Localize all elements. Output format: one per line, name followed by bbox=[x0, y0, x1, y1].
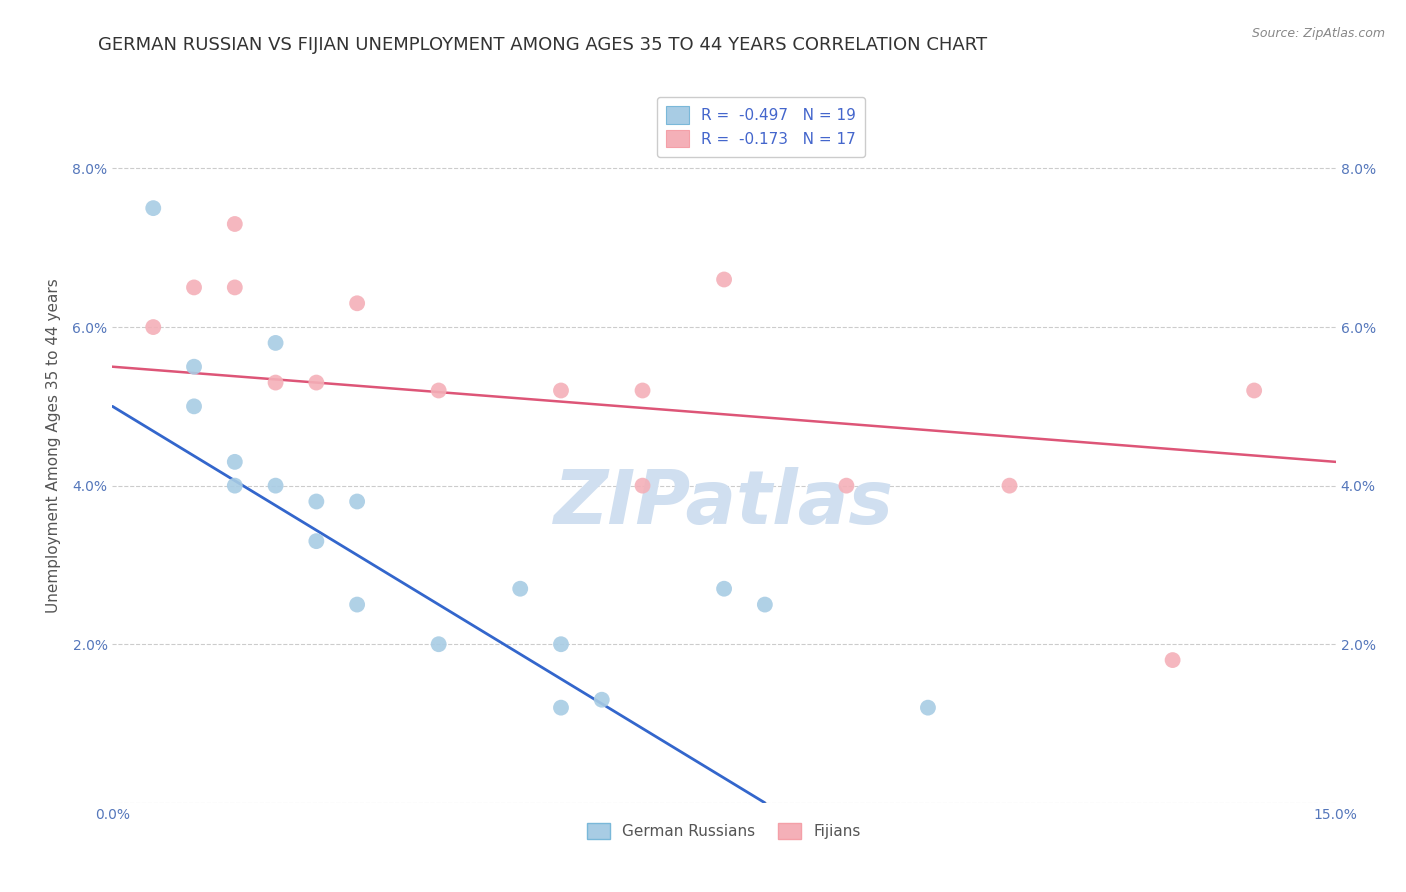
Legend: German Russians, Fijians: German Russians, Fijians bbox=[581, 817, 868, 845]
Point bbox=[183, 280, 205, 294]
Point bbox=[509, 582, 531, 596]
Point bbox=[591, 692, 613, 706]
Point bbox=[427, 637, 450, 651]
Point bbox=[427, 384, 450, 398]
Point bbox=[550, 700, 572, 714]
Text: ZIPatlas: ZIPatlas bbox=[554, 467, 894, 540]
Point bbox=[754, 598, 776, 612]
Point bbox=[835, 478, 858, 492]
Point bbox=[142, 201, 165, 215]
Point bbox=[224, 280, 246, 294]
Point bbox=[713, 272, 735, 286]
Point bbox=[142, 320, 165, 334]
Point bbox=[631, 384, 654, 398]
Point bbox=[224, 217, 246, 231]
Point bbox=[631, 478, 654, 492]
Point bbox=[550, 637, 572, 651]
Point bbox=[264, 376, 287, 390]
Point bbox=[713, 582, 735, 596]
Point bbox=[224, 455, 246, 469]
Point bbox=[917, 700, 939, 714]
Point bbox=[264, 335, 287, 350]
Point bbox=[183, 359, 205, 374]
Point bbox=[305, 534, 328, 549]
Point bbox=[1161, 653, 1184, 667]
Text: Source: ZipAtlas.com: Source: ZipAtlas.com bbox=[1251, 27, 1385, 40]
Point bbox=[305, 376, 328, 390]
Point bbox=[305, 494, 328, 508]
Point bbox=[346, 494, 368, 508]
Point bbox=[264, 478, 287, 492]
Y-axis label: Unemployment Among Ages 35 to 44 years: Unemployment Among Ages 35 to 44 years bbox=[46, 278, 62, 614]
Point bbox=[346, 296, 368, 310]
Point bbox=[550, 384, 572, 398]
Point bbox=[183, 400, 205, 414]
Point bbox=[998, 478, 1021, 492]
Point bbox=[1243, 384, 1265, 398]
Text: GERMAN RUSSIAN VS FIJIAN UNEMPLOYMENT AMONG AGES 35 TO 44 YEARS CORRELATION CHAR: GERMAN RUSSIAN VS FIJIAN UNEMPLOYMENT AM… bbox=[98, 36, 987, 54]
Point bbox=[224, 478, 246, 492]
Point bbox=[346, 598, 368, 612]
